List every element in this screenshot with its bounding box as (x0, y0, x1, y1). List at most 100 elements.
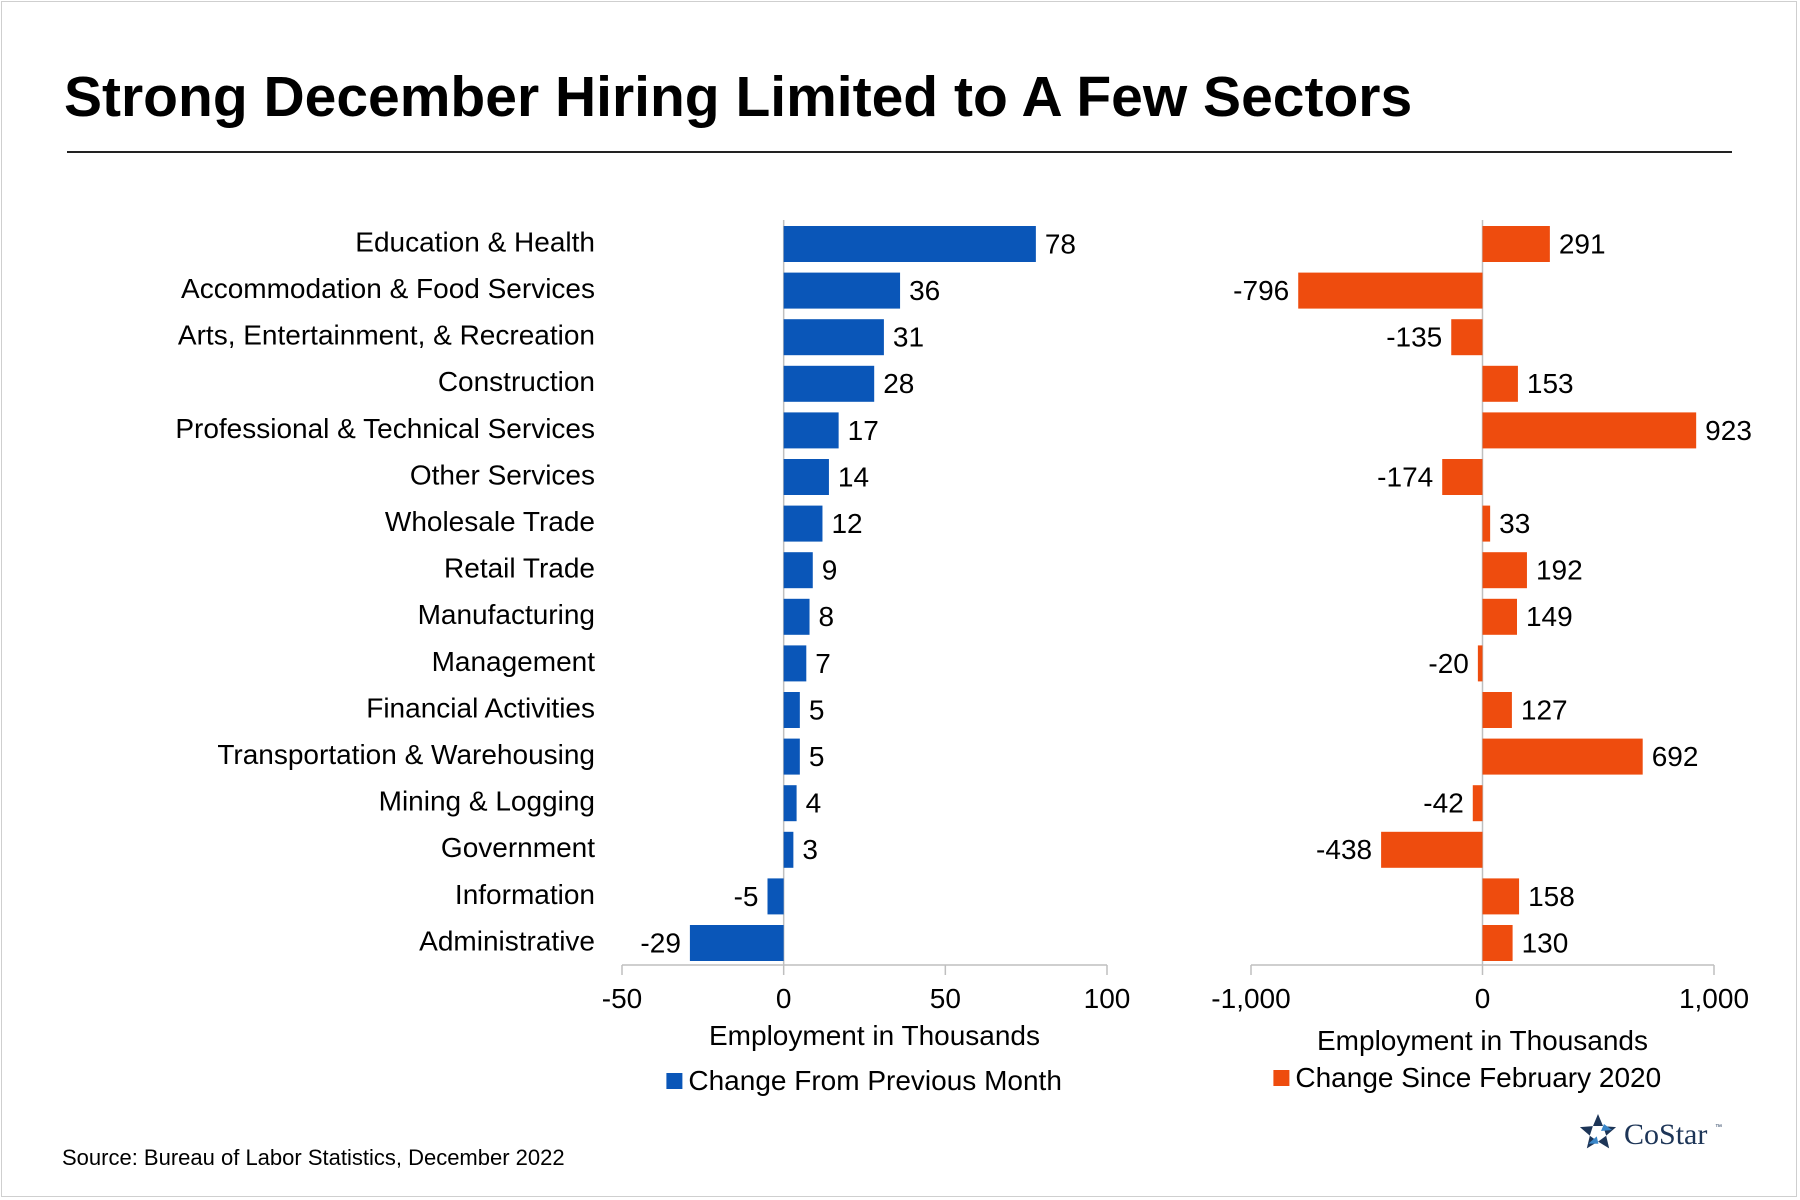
right-bar-financial-activities (1482, 692, 1512, 728)
left-bar-education-and-health (783, 226, 1036, 262)
left-data-label-administrative: -29 (640, 927, 680, 958)
left-data-label-professional-and-technical-services: 17 (848, 415, 879, 446)
right-data-label-financial-activities: 127 (1521, 694, 1568, 725)
right-data-label-management: -20 (1428, 648, 1468, 679)
category-label-retail-trade: Retail Trade (444, 553, 595, 584)
left-data-label-accommodation-and-food-services: 36 (909, 275, 940, 306)
right-data-label-information: 158 (1528, 881, 1575, 912)
right-x-axis-title: Employment in Thousands (1317, 1025, 1648, 1056)
left-bar-information (767, 878, 784, 915)
right-x-tick-label: 0 (1475, 983, 1491, 1014)
left-x-axis-title: Employment in Thousands (709, 1020, 1040, 1051)
right-data-label-administrative: 130 (1522, 927, 1569, 958)
right-bar-construction (1482, 365, 1518, 402)
category-label-other-services: Other Services (410, 459, 595, 490)
right-legend-label: Change Since February 2020 (1295, 1062, 1661, 1093)
right-data-label-wholesale-trade: 33 (1499, 508, 1530, 539)
right-data-label-construction: 153 (1527, 368, 1574, 399)
right-data-label-mining-and-logging: -42 (1423, 788, 1463, 819)
left-bar-manufacturing (783, 598, 810, 635)
costar-trademark: ™ (1715, 1124, 1722, 1131)
page-title: Strong December Hiring Limited to A Few … (64, 65, 1413, 129)
category-label-construction: Construction (438, 366, 595, 397)
right-bar-government (1381, 831, 1483, 868)
left-bar-other-services (783, 459, 829, 495)
right-bar-administrative (1482, 925, 1513, 961)
right-data-label-education-and-health: 291 (1559, 228, 1606, 259)
left-data-label-manufacturing: 8 (819, 601, 835, 632)
left-data-label-mining-and-logging: 4 (806, 788, 822, 819)
right-data-label-transportation-and-warehousing: 692 (1652, 741, 1699, 772)
category-label-transportation-and-warehousing: Transportation & Warehousing (217, 739, 595, 770)
left-data-label-management: 7 (815, 648, 831, 679)
category-label-accommodation-and-food-services: Accommodation & Food Services (181, 273, 595, 304)
left-bar-retail-trade (783, 552, 813, 589)
category-label-professional-and-technical-services: Professional & Technical Services (175, 413, 595, 444)
left-data-label-information: -5 (734, 881, 759, 912)
left-bar-construction (783, 365, 875, 402)
costar-logo: CoStar ™ (1577, 1112, 1727, 1158)
left-data-label-construction: 28 (883, 368, 914, 399)
title-divider (67, 151, 1732, 153)
left-bar-arts-entertainment-and-recreation (783, 319, 884, 356)
right-bar-manufacturing (1482, 598, 1517, 635)
right-bar-mining-and-logging (1472, 785, 1483, 822)
right-x-tick-label: 1,000 (1679, 983, 1749, 1014)
left-data-label-arts-entertainment-and-recreation: 31 (893, 322, 924, 353)
left-bar-accommodation-and-food-services (783, 272, 901, 309)
category-label-education-and-health: Education & Health (355, 226, 595, 257)
left-bar-wholesale-trade (783, 505, 823, 542)
right-legend-swatch (1273, 1070, 1290, 1086)
source-note: Source: Bureau of Labor Statistics, Dece… (62, 1145, 565, 1170)
left-legend-label: Change From Previous Month (688, 1065, 1062, 1096)
left-bar-mining-and-logging (783, 785, 797, 822)
right-bar-transportation-and-warehousing (1482, 738, 1643, 775)
category-label-mining-and-logging: Mining & Logging (379, 786, 595, 817)
left-legend-swatch (666, 1073, 683, 1089)
right-bar-management (1477, 645, 1483, 682)
costar-star-icon (1579, 1114, 1617, 1149)
left-data-label-other-services: 14 (838, 461, 869, 492)
left-bar-government (783, 831, 794, 868)
right-data-label-other-services: -174 (1377, 461, 1433, 492)
left-data-label-transportation-and-warehousing: 5 (809, 741, 825, 772)
left-x-tick-label: -50 (602, 983, 642, 1014)
right-bar-wholesale-trade (1482, 505, 1491, 542)
category-label-manufacturing: Manufacturing (418, 599, 595, 630)
left-data-label-retail-trade: 9 (822, 555, 838, 586)
right-data-label-arts-entertainment-and-recreation: -135 (1386, 322, 1442, 353)
left-bar-financial-activities (783, 692, 800, 728)
right-data-label-manufacturing: 149 (1526, 601, 1573, 632)
right-x-tick-label: -1,000 (1211, 983, 1290, 1014)
left-x-tick-label: 0 (776, 983, 792, 1014)
category-label-financial-activities: Financial Activities (366, 692, 595, 723)
right-bar-information (1482, 878, 1520, 915)
right-bar-retail-trade (1482, 552, 1527, 589)
left-bar-professional-and-technical-services (783, 412, 839, 449)
left-data-label-education-and-health: 78 (1045, 228, 1076, 259)
category-label-administrative: Administrative (419, 925, 595, 956)
right-data-label-government: -438 (1316, 834, 1372, 865)
right-bar-arts-entertainment-and-recreation (1451, 319, 1483, 356)
right-bar-education-and-health (1482, 226, 1550, 262)
right-data-label-retail-trade: 192 (1536, 555, 1583, 586)
left-bar-management (783, 645, 807, 682)
right-bar-other-services (1442, 459, 1483, 495)
right-bar-accommodation-and-food-services (1298, 272, 1483, 309)
left-data-label-wholesale-trade: 12 (831, 508, 862, 539)
right-data-label-professional-and-technical-services: 923 (1705, 415, 1752, 446)
left-bar-administrative (689, 925, 784, 961)
right-data-label-accommodation-and-food-services: -796 (1233, 275, 1289, 306)
category-label-management: Management (432, 646, 596, 677)
left-bar-transportation-and-warehousing (783, 738, 800, 775)
category-label-government: Government (441, 832, 595, 863)
category-label-wholesale-trade: Wholesale Trade (385, 506, 595, 537)
category-label-information: Information (455, 879, 595, 910)
left-x-tick-label: 50 (930, 983, 961, 1014)
right-bar-professional-and-technical-services (1482, 412, 1697, 449)
category-label-arts-entertainment-and-recreation: Arts, Entertainment, & Recreation (178, 320, 595, 351)
left-x-tick-label: 100 (1084, 983, 1131, 1014)
left-data-label-financial-activities: 5 (809, 694, 825, 725)
left-data-label-government: 3 (802, 834, 818, 865)
